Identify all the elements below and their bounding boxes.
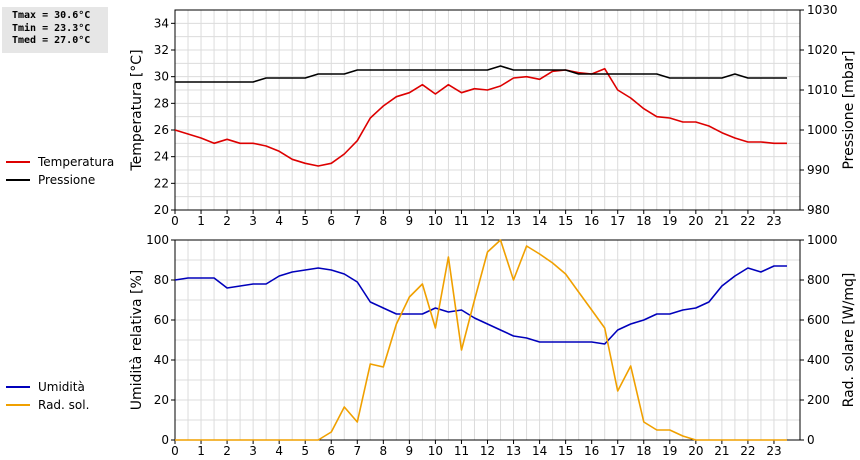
- x-tick-label: 10: [428, 214, 443, 228]
- y2-tick-label: 200: [807, 393, 830, 407]
- y-tick-label: 60: [154, 313, 169, 327]
- x-tick-label: 5: [301, 444, 309, 458]
- x-tick-label: 12: [480, 444, 495, 458]
- x-tick-label: 7: [353, 444, 361, 458]
- x-tick-label: 21: [714, 444, 729, 458]
- legend-label: Pressione: [38, 173, 95, 187]
- x-tick-label: 10: [428, 444, 443, 458]
- stats-box: Tmax = 30.6°C Tmin = 23.3°C Tmed = 27.0°…: [2, 7, 108, 53]
- x-tick-label: 7: [353, 214, 361, 228]
- x-tick-label: 20: [688, 214, 703, 228]
- y2-tick-label: 1030: [807, 3, 838, 17]
- series-line-umidit: [174, 265, 787, 345]
- x-tick-label: 6: [327, 214, 335, 228]
- series-line-temperatura: [174, 67, 787, 167]
- x-tick-label: 16: [584, 444, 599, 458]
- tmed-label: Tmed = 27.0°C: [12, 35, 91, 46]
- x-tick-label: 17: [610, 444, 625, 458]
- tmax-label: Tmax = 30.6°C: [12, 10, 91, 21]
- x-tick-label: 13: [506, 214, 521, 228]
- x-tick-label: 3: [249, 444, 257, 458]
- series-line-rad-sol: [175, 239, 787, 441]
- x-tick-label: 15: [558, 214, 573, 228]
- legend-label: Umidità: [38, 380, 85, 394]
- tmin-label: Tmin = 23.3°C: [12, 22, 91, 34]
- x-tick-label: 15: [558, 444, 573, 458]
- y-tick-label: 20: [154, 203, 169, 217]
- y-tick-label: 80: [154, 273, 169, 287]
- x-tick-label: 18: [636, 214, 651, 228]
- legend-label: Rad. sol.: [38, 398, 89, 412]
- y-tick-label: 28: [154, 96, 169, 110]
- x-tick-label: 8: [380, 444, 388, 458]
- y2-tick-label: 1020: [807, 43, 838, 57]
- x-tick-label: 0: [171, 444, 179, 458]
- y-tick-label: 24: [154, 150, 169, 164]
- y2-tick-label: 600: [807, 313, 830, 327]
- x-tick-label: 20: [688, 444, 703, 458]
- y2-tick-label: 0: [807, 433, 815, 447]
- y2-tick-label: 990: [807, 163, 830, 177]
- x-tick-label: 11: [454, 214, 469, 228]
- y-tick-label: 40: [154, 353, 169, 367]
- x-tick-label: 11: [454, 444, 469, 458]
- x-tick-label: 4: [275, 214, 283, 228]
- x-tick-label: 14: [532, 214, 547, 228]
- y-tick-label: 30: [154, 70, 169, 84]
- legend-label: Temperatura: [37, 155, 114, 169]
- y-tick-label: 100: [146, 233, 169, 247]
- y-tick-label: 34: [154, 16, 169, 30]
- y-tick-label: 32: [154, 43, 169, 57]
- x-tick-label: 3: [249, 214, 257, 228]
- x-tick-label: 1: [197, 214, 205, 228]
- x-tick-label: 2: [223, 214, 231, 228]
- y2-tick-label: 1000: [807, 233, 838, 247]
- x-tick-label: 16: [584, 214, 599, 228]
- y2-tick-label: 1010: [807, 83, 838, 97]
- x-tick-label: 5: [301, 214, 309, 228]
- y2-tick-label: 800: [807, 273, 830, 287]
- x-tick-label: 9: [406, 214, 414, 228]
- y-axis-label: Temperatura [°C]: [129, 49, 145, 171]
- x-tick-label: 0: [171, 214, 179, 228]
- x-tick-label: 22: [740, 444, 755, 458]
- y2-tick-label: 400: [807, 353, 830, 367]
- x-tick-label: 6: [327, 444, 335, 458]
- x-tick-label: 8: [380, 214, 388, 228]
- x-tick-label: 12: [480, 214, 495, 228]
- y-tick-label: 26: [154, 123, 169, 137]
- x-tick-label: 17: [610, 214, 625, 228]
- x-tick-label: 2: [223, 444, 231, 458]
- x-tick-label: 9: [406, 444, 414, 458]
- y2-axis-label: Pressione [mbar]: [841, 50, 857, 169]
- y2-axis-label: Rad. solare [W/mq]: [841, 273, 857, 408]
- x-tick-label: 23: [766, 214, 781, 228]
- y-tick-label: 20: [154, 393, 169, 407]
- x-tick-label: 1: [197, 444, 205, 458]
- x-tick-label: 21: [714, 214, 729, 228]
- x-tick-label: 14: [532, 444, 547, 458]
- x-tick-label: 19: [662, 444, 677, 458]
- y-axis-label: Umidità relativa [%]: [129, 270, 145, 411]
- y-tick-label: 22: [154, 176, 169, 190]
- y-tick-label: 0: [161, 433, 169, 447]
- y2-tick-label: 980: [807, 203, 830, 217]
- x-tick-label: 18: [636, 444, 651, 458]
- series-line-pressione: [175, 65, 787, 83]
- x-tick-label: 23: [766, 444, 781, 458]
- x-tick-label: 19: [662, 214, 677, 228]
- x-tick-label: 22: [740, 214, 755, 228]
- x-tick-label: 4: [275, 444, 283, 458]
- x-tick-label: 13: [506, 444, 521, 458]
- y2-tick-label: 1000: [807, 123, 838, 137]
